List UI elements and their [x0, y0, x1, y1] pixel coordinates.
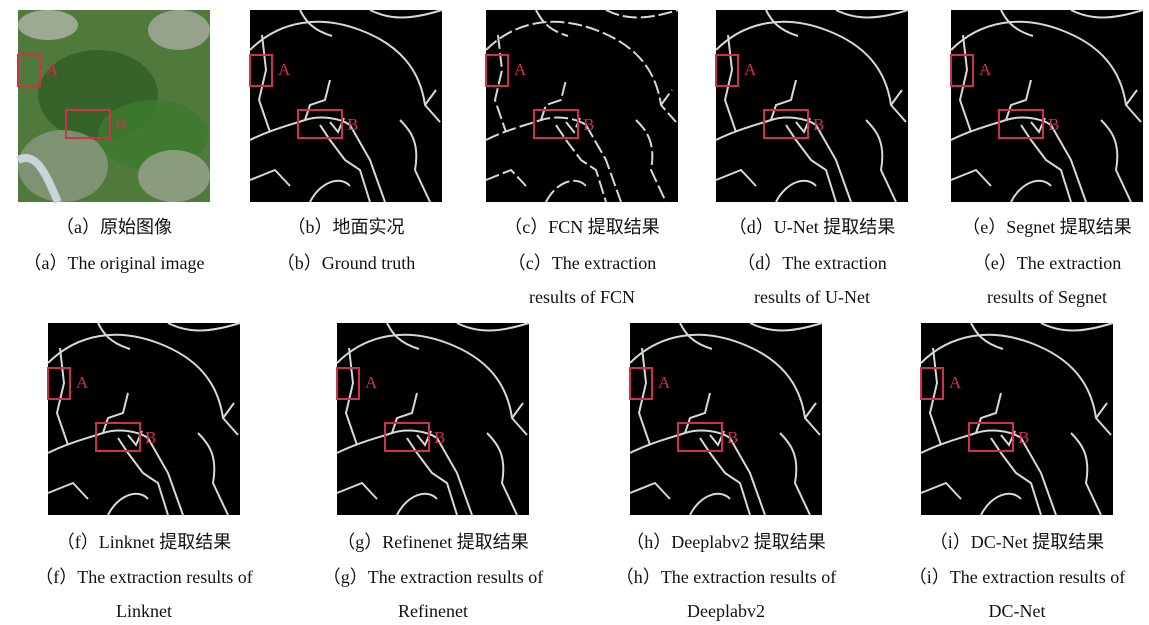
marker-label: B	[347, 115, 358, 134]
caption-en: Deeplabv2	[687, 601, 765, 621]
marker-label: B	[115, 115, 126, 134]
caption-en: （h）The extraction results of	[616, 567, 836, 587]
terrain	[148, 10, 210, 50]
marker-label: A	[949, 373, 962, 392]
marker-label: A	[658, 373, 671, 392]
panel: A B （d）U-Net 提取结果 （d）The extraction results …	[716, 10, 908, 307]
panel: A B （f）Linknet 提取结果 （f）The extraction resul…	[35, 323, 252, 621]
marker-label: A	[514, 60, 527, 79]
marker-label: A	[979, 60, 992, 79]
caption-en: DC-Net	[989, 601, 1046, 621]
marker-label: A	[365, 373, 378, 392]
marker-label: A	[76, 373, 89, 392]
caption-en: （i）The extraction results of	[909, 567, 1125, 587]
panel: A B （g）Refinenet 提取结果 （g）The extraction res…	[323, 323, 543, 621]
panel: A B （h）Deeplabv2 提取结果 （h）The extraction res…	[616, 323, 836, 621]
caption-en: results of U-Net	[754, 287, 870, 307]
panel: A B （a）原始图像 （a）The original image	[18, 10, 210, 273]
panel: A B （e）Segnet 提取结果 （e）The extraction results…	[951, 10, 1143, 307]
marker-label: B	[145, 428, 156, 447]
panel: A B （i）DC-Net 提取结果 （i）The extraction result…	[909, 323, 1125, 621]
caption-cn: （g）Refinenet 提取结果	[337, 532, 528, 552]
panel: A B （b）地面实况 （b）Ground truth	[250, 10, 442, 273]
caption-en: （a）The original image	[24, 253, 205, 273]
terrain	[18, 10, 78, 40]
caption-en: Linknet	[116, 601, 172, 621]
caption-en: Refinenet	[398, 601, 468, 621]
terrain	[138, 150, 210, 202]
caption-cn: （c）FCN 提取结果	[504, 217, 660, 237]
marker-label: B	[813, 115, 824, 134]
caption-cn: （h）Deeplabv2 提取结果	[626, 532, 825, 552]
caption-en: （c）The extraction	[508, 253, 656, 273]
marker-label: B	[727, 428, 738, 447]
marker-label: A	[278, 60, 291, 79]
caption-cn: （b）地面实况	[288, 217, 405, 237]
terrain	[18, 130, 108, 202]
caption-en: results of Segnet	[987, 287, 1107, 307]
marker-label: B	[1048, 115, 1059, 134]
caption-cn: （e）Segnet 提取结果	[962, 217, 1131, 237]
marker-label: B	[1018, 428, 1029, 447]
caption-en: （g）The extraction results of	[323, 567, 543, 587]
caption-en: （b）Ground truth	[277, 253, 416, 273]
caption-en: （f）The extraction results of	[35, 567, 252, 587]
caption-en: （e）The extraction	[973, 253, 1121, 273]
caption-en: results of FCN	[529, 287, 635, 307]
figure: A B （a）原始图像 （a）The original image A B （b）地面实况 （…	[0, 0, 1149, 625]
caption-cn: （d）U-Net 提取结果	[729, 217, 895, 237]
caption-cn: （f）Linknet 提取结果	[57, 532, 231, 552]
caption-cn: （i）DC-Net 提取结果	[930, 532, 1105, 552]
marker-label: B	[583, 115, 594, 134]
panel: A B （c）FCN 提取结果 （c）The extraction results of…	[486, 10, 678, 307]
marker-label: B	[434, 428, 445, 447]
marker-label: A	[46, 60, 59, 79]
marker-label: A	[744, 60, 757, 79]
caption-cn: （a）原始图像	[56, 217, 172, 237]
caption-en: （d）The extraction	[737, 253, 886, 273]
